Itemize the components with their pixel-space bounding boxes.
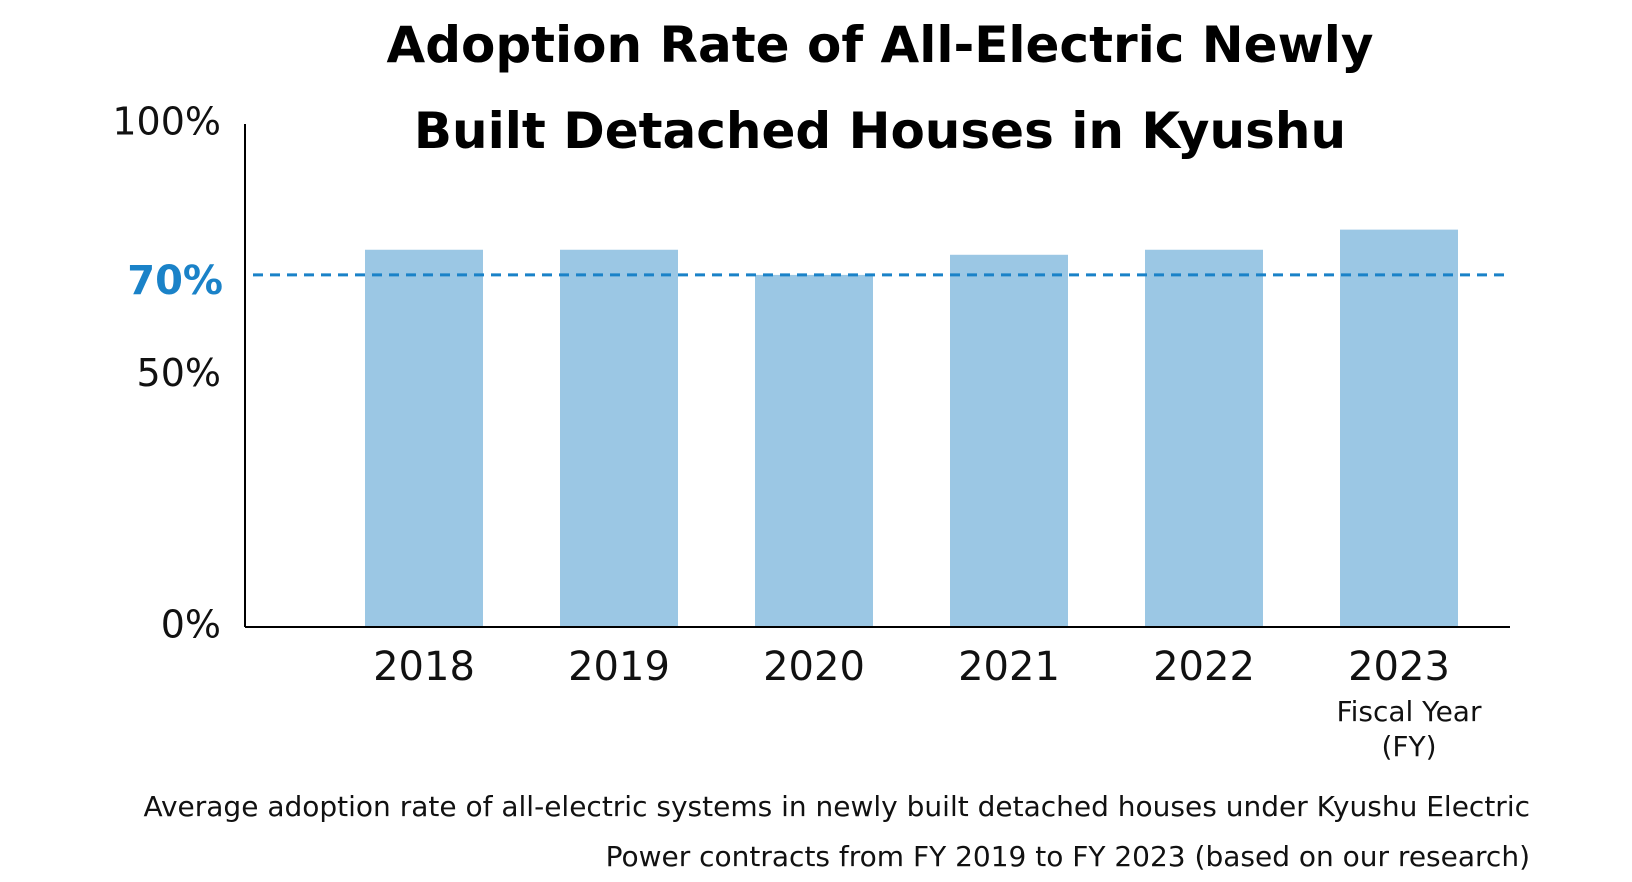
x-axis-label: (FY) [1381,730,1436,763]
x-tick-label: 2018 [373,644,475,690]
y-tick-label: 0% [161,603,221,647]
x-tick-label: 2023 [1348,644,1450,690]
x-axis-label: Fiscal Year [1337,695,1482,728]
chart-note: Average adoption rate of all-electric sy… [143,790,1530,873]
x-tick-label: 2022 [1153,644,1255,690]
bar [755,274,873,627]
reference-label: 70% [127,258,223,304]
x-tick-label: 2019 [568,644,670,690]
bar [560,249,678,627]
bar [950,254,1068,627]
chart-title: Adoption Rate of All-Electric Newly Buil… [386,16,1374,160]
y-tick-label: 50% [137,351,221,395]
x-tick-label: 2021 [958,644,1060,690]
bar [1145,249,1263,627]
y-tick-label: 100% [112,100,221,144]
bar [365,249,483,627]
x-tick-label: 2020 [763,644,865,690]
bar [1340,229,1458,627]
